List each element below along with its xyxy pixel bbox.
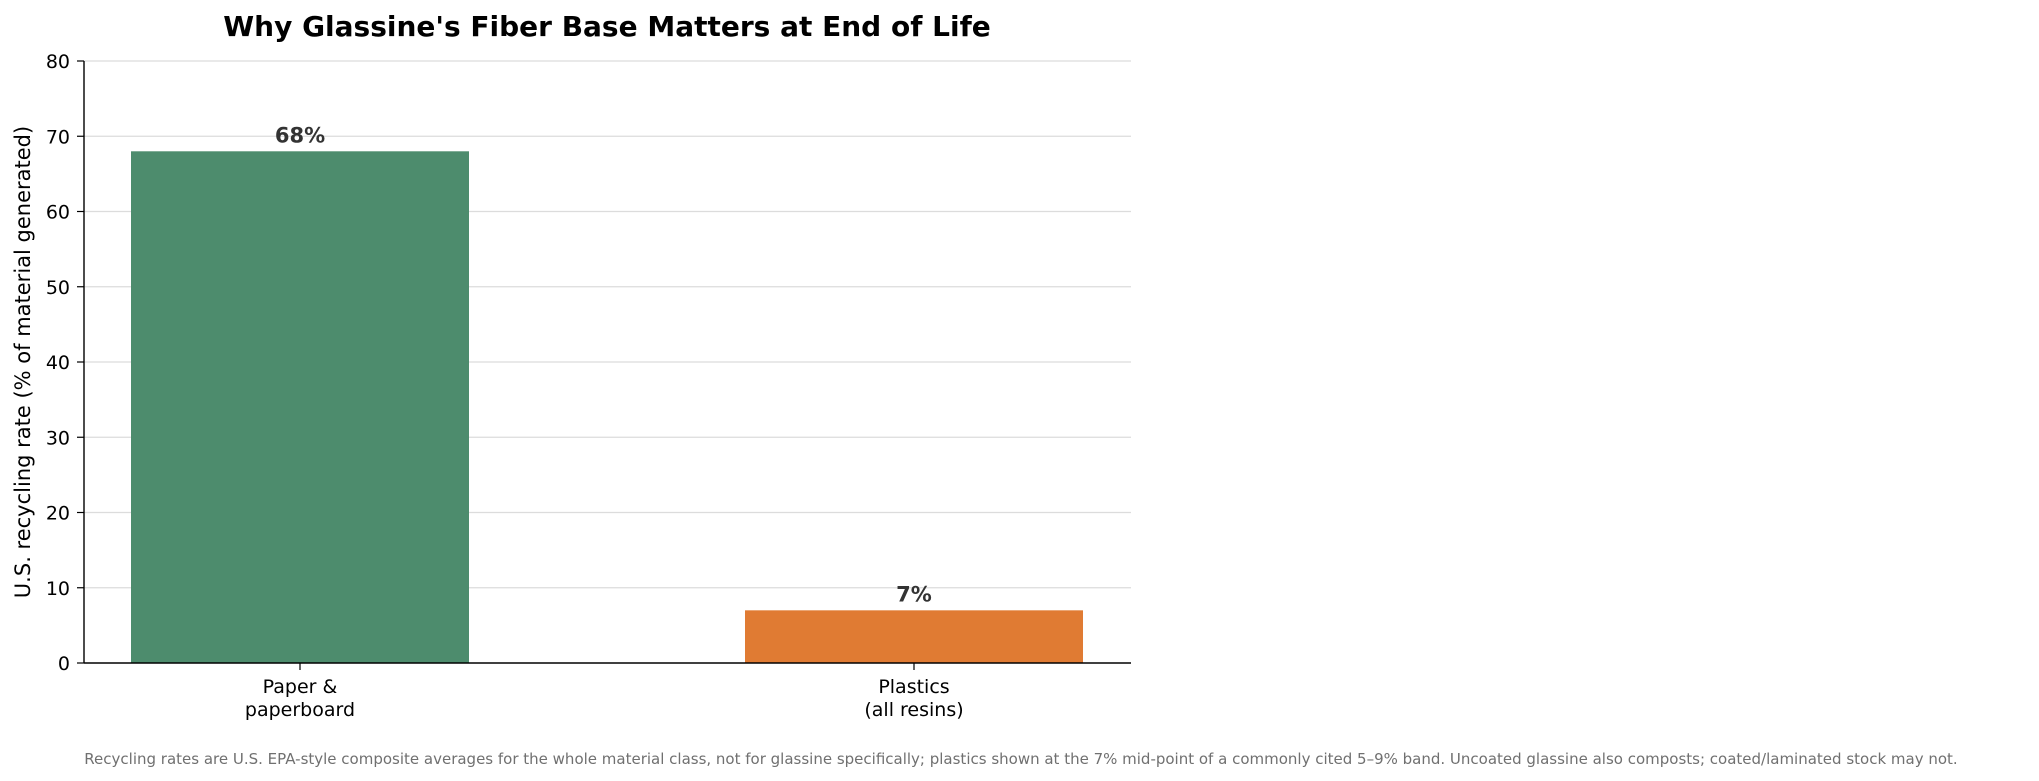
data-label: 7% [896,582,932,606]
y-tick-label: 20 [46,503,70,525]
y-tick-label: 50 [46,277,70,299]
x-tick-label-line: Plastics [878,676,949,698]
bar [131,151,469,664]
y-tick-label: 60 [46,202,70,224]
x-tick-label-line: paperboard [245,699,355,721]
x-tick-label: Paper & paperboard [245,676,355,721]
y-tick-label: 0 [58,653,70,675]
data-labels: 68% 7% [275,123,932,606]
chart-title: Why Glassine's Fiber Base Matters at End… [223,10,990,43]
x-tick-label-line: Paper & [263,676,338,698]
y-tick-label: 70 [46,126,70,148]
bars [131,151,1083,664]
data-label: 68% [275,123,325,147]
y-tick-label: 80 [46,51,70,73]
axes: 0 10 20 30 40 50 60 70 80 Paper & paperboard Plasti… [46,51,1131,721]
y-tick-label: 40 [46,352,70,374]
x-tick-label-line: (all resins) [864,699,963,721]
y-axis-label: U.S. recycling rate (% of material gener… [11,126,35,598]
y-tick-label: 10 [46,578,70,600]
footnote: Recycling rates are U.S. EPA-style compo… [84,750,1957,768]
x-tick-label: Plastics (all resins) [864,676,963,721]
y-tick-label: 30 [46,427,70,449]
bar [745,610,1083,663]
